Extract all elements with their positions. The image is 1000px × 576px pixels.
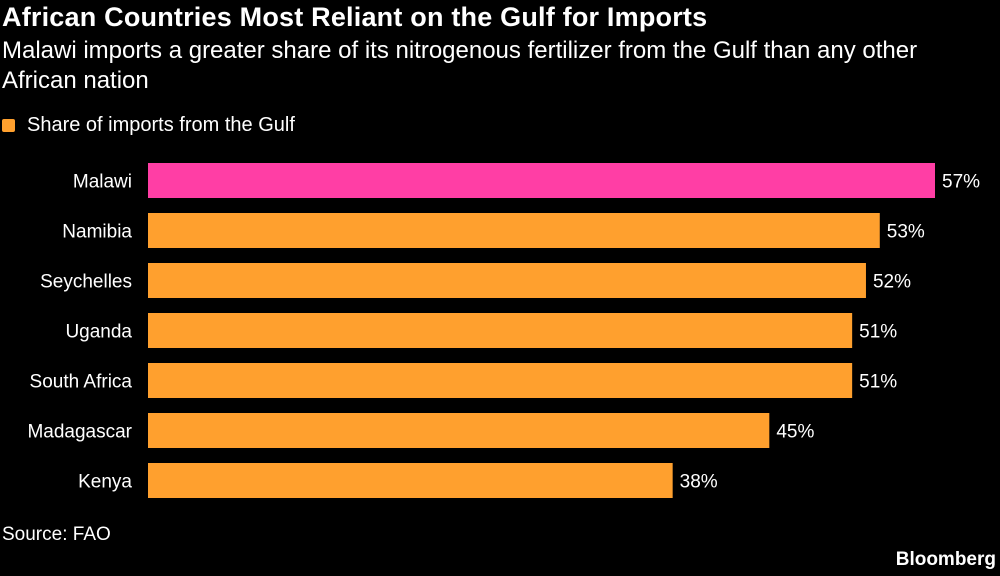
source-note: Source: FAO xyxy=(2,524,111,545)
category-label: Seychelles xyxy=(40,272,132,293)
bar xyxy=(148,313,853,348)
value-label: 57% xyxy=(942,172,980,193)
value-label: 51% xyxy=(859,322,897,343)
value-label: 53% xyxy=(887,222,925,243)
value-label: 45% xyxy=(776,422,814,443)
value-label: 52% xyxy=(873,272,911,293)
value-label: 38% xyxy=(680,472,718,493)
category-label: Madagascar xyxy=(27,422,132,443)
bar xyxy=(148,463,673,498)
category-label: South Africa xyxy=(30,372,133,393)
value-label: 51% xyxy=(859,372,897,393)
legend-label: Share of imports from the Gulf xyxy=(27,114,295,136)
category-label: Kenya xyxy=(78,472,132,493)
category-label: Namibia xyxy=(62,222,132,243)
bar xyxy=(148,363,853,398)
category-label: Malawi xyxy=(73,172,132,193)
bar xyxy=(148,263,866,298)
brand-logo: Bloomberg xyxy=(895,549,996,570)
category-label: Uganda xyxy=(65,322,132,343)
bar xyxy=(148,213,880,248)
bar xyxy=(148,163,935,198)
legend-swatch xyxy=(2,119,15,132)
chart-title: African Countries Most Reliant on the Gu… xyxy=(2,2,708,32)
bar-chart: Malawi 57% Namibia 53% Seychelles 52% Uganda 51… xyxy=(27,163,980,498)
chart-subtitle: Malawi imports a greater share of its ni… xyxy=(2,37,918,94)
bar xyxy=(148,413,770,448)
legend: Share of imports from the Gulf xyxy=(2,114,295,137)
